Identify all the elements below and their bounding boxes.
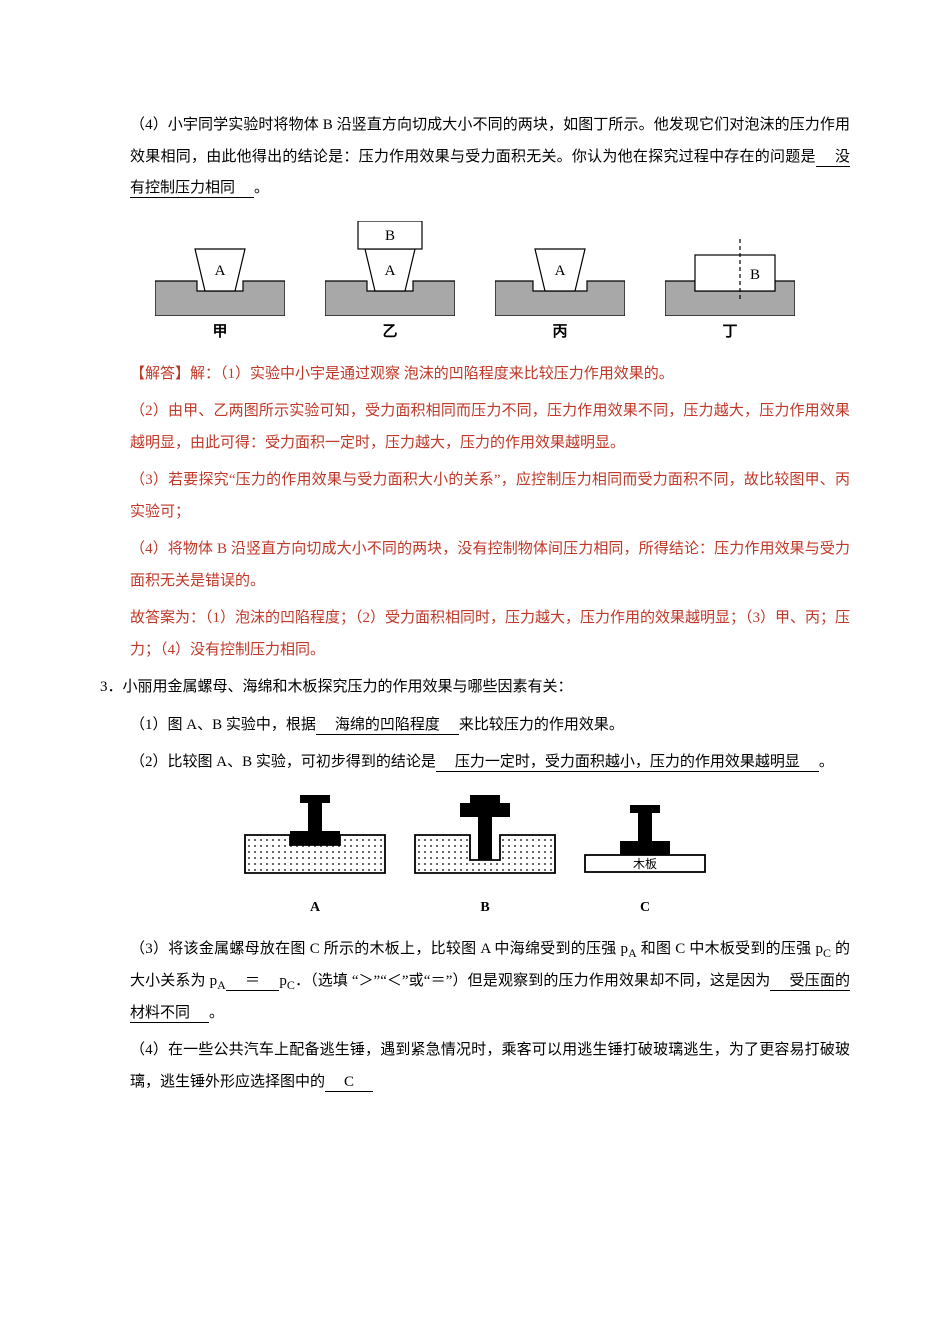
label-bing: 丙 xyxy=(552,320,567,341)
q3-p3-sA2: A xyxy=(217,978,226,992)
label-A: A xyxy=(310,900,320,916)
label-ding: 丁 xyxy=(722,320,737,341)
q3-head: 3．小丽用金属螺母、海绵和木板探究压力的作用效果与哪些因素有关： xyxy=(100,672,850,704)
label-A-jia: A xyxy=(215,263,226,279)
q2-diagram-row: A 甲 A B 乙 A 丙 B 丁 xyxy=(100,221,850,341)
diagram-A-svg xyxy=(240,795,390,875)
label-C: C xyxy=(640,900,650,916)
diagram-yi-svg: A B xyxy=(325,221,455,316)
q2-sol-ans: 故答案为：（1）泡沫的凹陷程度；（2）受力面积相同时，压力越大，压力作用的效果越… xyxy=(100,603,850,666)
q3-p3-blank: ＝ xyxy=(226,973,280,991)
q3-p2-end: 。 xyxy=(819,754,834,770)
q2-sol-1: 【解答】解：（1）实验中小宇是通过观察 泡沫的凹陷程度来比较压力作用效果的。 xyxy=(100,359,850,391)
q3-p1-mid: 来比较压力的作用效果。 xyxy=(459,717,624,733)
diagram-C-svg: 木板 xyxy=(580,795,710,875)
q3-p2-blank: 压力一定时，受力面积越小，压力的作用效果越明显 xyxy=(436,754,819,772)
label-A-bing: A xyxy=(555,263,566,279)
q3-p4: （4）在一些公共汽车上配备逃生锤，遇到紧急情况时，乘客可以用逃生锤打破玻璃逃生，… xyxy=(100,1035,850,1098)
q3-p1-blank: 海绵的凹陷程度 xyxy=(316,717,459,735)
q2-sol-3: （3）若要探究“压力的作用效果与受力面积大小的关系”，应控制压力相同而受力面积不… xyxy=(100,465,850,528)
q3-p4-t: （4）在一些公共汽车上配备逃生锤，遇到紧急情况时，乘客可以用逃生锤打破玻璃逃生，… xyxy=(130,1042,850,1090)
diagram-ding-svg: B xyxy=(665,221,795,316)
label-B-ding: B xyxy=(750,267,760,283)
q2-p4: （4）小宇同学实验时将物体 B 沿竖直方向切成大小不同的两块，如图丁所示。他发现… xyxy=(100,110,850,205)
q3-p3-d: p xyxy=(279,973,287,989)
q3-p3: （3）将该金属螺母放在图 C 所示的木板上，比较图 A 中海绵受到的压强 pA … xyxy=(100,934,850,1030)
q2-p4-end: 。 xyxy=(254,180,269,196)
diagram-bing-svg: A xyxy=(495,221,625,316)
diagram-bing: A 丙 xyxy=(495,221,625,341)
diagram-ding: B 丁 xyxy=(665,221,795,341)
svg-text:木板: 木板 xyxy=(633,857,657,871)
q3-p3-sC1: C xyxy=(823,946,831,960)
q3-p3-sA: A xyxy=(628,946,637,960)
q3-p3-a: （3）将该金属螺母放在图 C 所示的木板上，比较图 A 中海绵受到的压强 p xyxy=(130,941,628,957)
label-yi: 乙 xyxy=(382,320,397,341)
q3-p4-blank: C xyxy=(325,1074,373,1092)
diagram-A-sponge-label: 海绵 xyxy=(240,875,390,897)
q3-p2: （2）比较图 A、B 实验，可初步得到的结论是 压力一定时，受力面积越小，压力的… xyxy=(100,747,850,779)
diagram-B: 海绵 B xyxy=(410,795,560,916)
q3-p3-f: 。 xyxy=(209,1005,224,1021)
q3-p3-b: 和图 C 中木板受到的压强 p xyxy=(637,941,823,957)
q3-p1-t: （1）图 A、B 实验中，根据 xyxy=(130,717,316,733)
diagram-A: 海绵 A xyxy=(240,795,390,916)
label-B-yi: B xyxy=(385,228,395,244)
label-A-yi: A xyxy=(385,263,396,279)
label-B: B xyxy=(480,900,489,916)
diagram-jia: A 甲 xyxy=(155,221,285,341)
q3-diagram-row: 海绵 A 海绵 B 木板 C xyxy=(100,795,850,916)
diagram-yi: A B 乙 xyxy=(325,221,455,341)
q2-sol-4: （4）将物体 B 沿竖直方向切成大小不同的两块，没有控制物体间压力相同，所得结论… xyxy=(100,534,850,597)
q3-p3-e: ．（选填 “＞”“＜”或“＝”）但是观察到的压力作用效果却不同，这是因为 xyxy=(295,973,771,989)
q3-p1: （1）图 A、B 实验中，根据 海绵的凹陷程度 来比较压力的作用效果。 xyxy=(100,710,850,742)
diagram-B-sponge-label: 海绵 xyxy=(410,875,560,897)
diagram-C: 木板 C xyxy=(580,795,710,916)
diagram-B-svg xyxy=(410,795,560,875)
q3-p2-t: （2）比较图 A、B 实验，可初步得到的结论是 xyxy=(130,754,436,770)
diagram-C-spacer xyxy=(580,875,710,897)
q2-sol-2: （2）由甲、乙两图所示实验可知，受力面积相同而压力不同，压力作用效果不同，压力越… xyxy=(100,396,850,459)
label-jia: 甲 xyxy=(212,320,227,341)
q2-p4-text: （4）小宇同学实验时将物体 B 沿竖直方向切成大小不同的两块，如图丁所示。他发现… xyxy=(130,117,850,165)
q3-p3-sC2: C xyxy=(287,978,295,992)
diagram-jia-svg: A xyxy=(155,221,285,316)
